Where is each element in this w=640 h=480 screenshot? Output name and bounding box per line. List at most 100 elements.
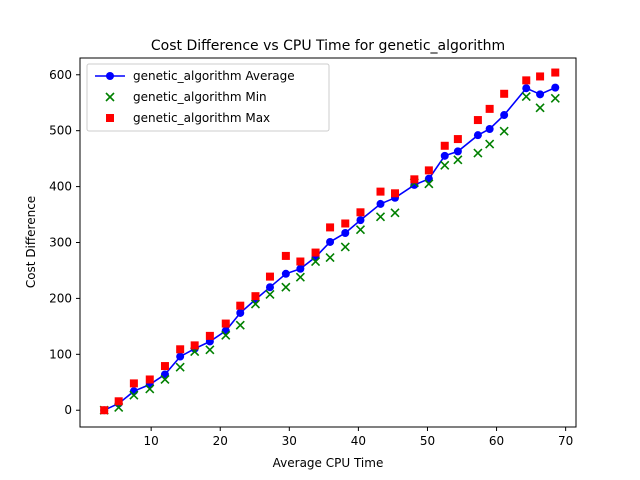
average-point [551, 83, 560, 92]
average-point [376, 199, 385, 208]
max-point [296, 257, 305, 266]
y-tick-label: 0 [64, 403, 72, 417]
legend-label: genetic_algorithm Min [133, 90, 267, 104]
min-point [325, 253, 335, 263]
min-point [390, 208, 400, 218]
max-point [145, 375, 154, 384]
y-tick-label: 600 [49, 68, 72, 82]
average-point [176, 352, 185, 361]
average-point [522, 84, 531, 93]
min-point [265, 289, 275, 300]
max-point [522, 76, 531, 85]
max-point [473, 116, 482, 125]
y-tick-label: 200 [49, 291, 72, 305]
legend-label: genetic_algorithm Average [133, 69, 295, 83]
x-tick-label: 40 [351, 434, 366, 448]
min-point [535, 103, 545, 113]
min-point [235, 320, 245, 330]
average-point [281, 269, 290, 278]
legend-box [86, 63, 330, 132]
max-point [281, 251, 290, 260]
min-point [499, 126, 509, 136]
x-axis-label: Average CPU Time [273, 456, 384, 470]
average-point [236, 308, 245, 317]
max-point [356, 208, 365, 217]
min-point [375, 212, 386, 222]
x-tick-label: 70 [558, 434, 573, 448]
max-point [236, 301, 245, 310]
x-tick-label: 50 [420, 434, 435, 448]
average-point [440, 151, 449, 160]
plot-data [99, 68, 560, 415]
min-point [221, 330, 231, 340]
legend-label: genetic_algorithm Max [133, 111, 270, 125]
chart-title: Cost Difference vs CPU Time for genetic_… [151, 38, 505, 54]
min-point [160, 374, 170, 385]
min-point [473, 148, 483, 158]
x-tick-label: 20 [213, 434, 228, 448]
legend-marker [105, 92, 115, 102]
legend-marker [106, 72, 114, 80]
x-tick-label: 60 [489, 434, 504, 448]
average-point [453, 147, 462, 156]
min-point [440, 160, 450, 170]
y-tick-label: 500 [49, 124, 72, 138]
axis-ticks: 10 20 30 40 50 60 70 0 100 200 300 400 500 600 [49, 68, 573, 448]
y-axis-label: Cost Difference [24, 196, 38, 288]
average-point [356, 216, 365, 225]
max-point [190, 341, 199, 350]
average-point [265, 283, 274, 292]
max-point [410, 175, 419, 184]
max-point [500, 89, 509, 98]
max-point [485, 104, 494, 113]
max-point [311, 248, 320, 257]
average-point [326, 237, 335, 246]
y-tick-label: 100 [49, 347, 72, 361]
max-point [251, 292, 260, 301]
max-point [326, 223, 335, 232]
average-point [500, 111, 509, 120]
min-point [129, 390, 139, 400]
max-point [341, 219, 350, 228]
min-point [521, 92, 531, 102]
axes-frame [79, 57, 577, 428]
max-point [536, 72, 545, 81]
max-point [440, 141, 449, 150]
min-point [205, 345, 215, 355]
x-tick-label: 10 [144, 434, 159, 448]
max-point [551, 68, 560, 77]
x-tick-label: 30 [282, 434, 297, 448]
min-point [145, 384, 155, 394]
min-point [175, 362, 185, 372]
min-point [250, 299, 261, 309]
max-point [391, 189, 400, 198]
max-point [129, 379, 138, 388]
average-point [296, 264, 305, 273]
average-point [536, 90, 545, 99]
max-point [221, 319, 230, 328]
min-point [295, 272, 305, 282]
max-point [424, 166, 433, 175]
average-point [341, 228, 350, 237]
legend: genetic_algorithm Average genetic_algorit… [86, 63, 330, 132]
min-point [281, 282, 291, 292]
min-point [453, 155, 463, 165]
min-point [485, 139, 495, 149]
average-point [473, 131, 482, 140]
min-point [340, 242, 350, 252]
max-point [114, 397, 123, 406]
max-point [160, 362, 169, 371]
max-point [376, 187, 385, 196]
min-point [355, 225, 366, 235]
max-point [453, 135, 462, 144]
min-point [550, 93, 560, 103]
min-point [310, 256, 321, 267]
y-tick-label: 400 [49, 180, 72, 194]
max-point [265, 272, 274, 281]
min-point [424, 179, 434, 189]
max-point [176, 345, 185, 354]
y-tick-label: 300 [49, 236, 72, 250]
average-point [485, 125, 494, 134]
legend-marker [106, 114, 114, 122]
